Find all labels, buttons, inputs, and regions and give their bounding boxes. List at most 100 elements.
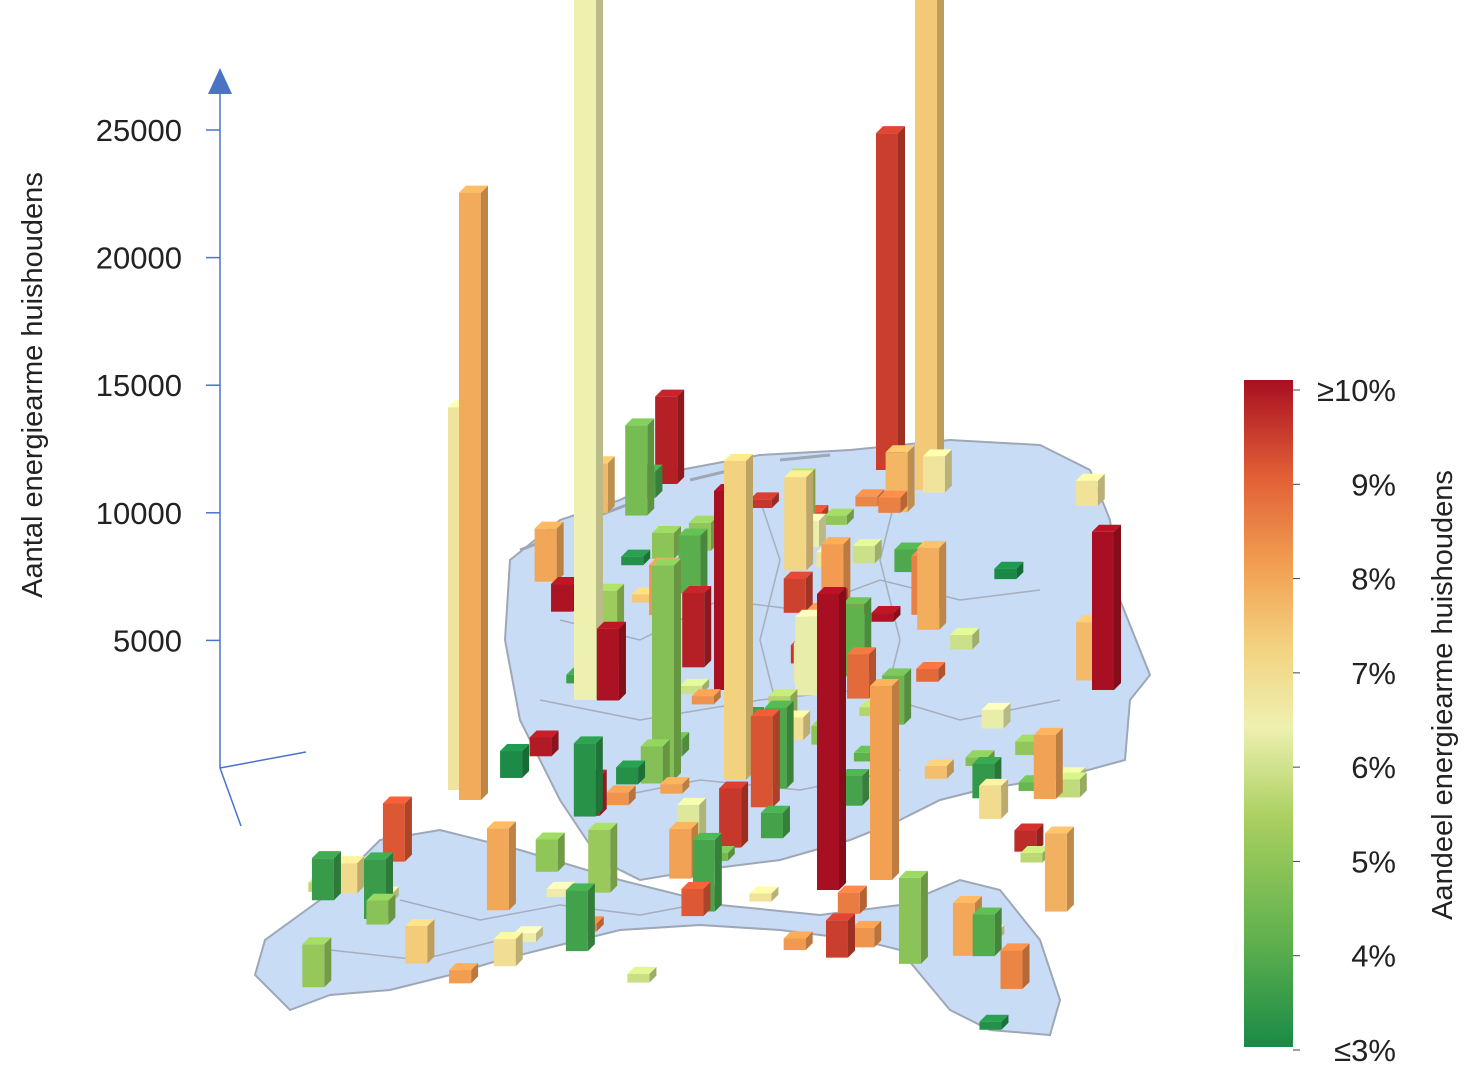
tall-bar <box>1092 524 1121 690</box>
tall-bar <box>876 126 905 471</box>
small-bar-side <box>1055 727 1063 800</box>
small-bar <box>825 913 855 958</box>
small-bar-top <box>493 932 523 940</box>
small-bar-top <box>1057 772 1087 780</box>
small-bar-front <box>922 456 945 493</box>
small-bar <box>573 736 603 817</box>
colorbar-ticks: ≥10% 9% 8% 7% 6% 5% 4% ≤3% <box>1293 373 1396 1067</box>
small-bar-side <box>938 661 946 682</box>
small-bar-side <box>1001 1014 1009 1030</box>
small-bar-side <box>944 449 952 493</box>
map-south <box>253 828 1062 1037</box>
small-bar-side <box>771 492 779 509</box>
small-bar-top <box>821 537 851 545</box>
tall-bar-side <box>674 558 681 780</box>
small-bar-top <box>606 785 636 793</box>
small-bar-front <box>551 584 574 612</box>
small-bar-top <box>640 739 670 747</box>
small-bar-top <box>1044 826 1074 834</box>
small-bar-front <box>824 515 847 525</box>
small-bar-front <box>606 792 629 806</box>
small-bar <box>878 490 908 513</box>
small-bar-front <box>979 1021 1002 1030</box>
tall-bar <box>915 0 944 491</box>
small-bar-top <box>994 561 1024 569</box>
bars-layer <box>302 0 1121 1030</box>
small-bar-front <box>678 535 701 594</box>
small-bar <box>621 549 651 566</box>
small-bar <box>596 621 626 701</box>
small-bar <box>627 966 657 983</box>
colorbar-title: Aandeel energiearme huishoudens <box>1427 470 1459 920</box>
small-bar-top <box>950 628 980 636</box>
small-bar-top <box>680 678 710 686</box>
small-bar-side <box>782 805 790 839</box>
small-bar-top <box>529 730 559 738</box>
small-bar <box>681 882 711 917</box>
small-bar-front <box>682 593 705 668</box>
small-bar-side <box>682 732 690 757</box>
small-bar-front <box>972 914 995 957</box>
small-bar-front <box>783 578 806 613</box>
z-axis-line <box>219 767 242 827</box>
small-bar <box>749 492 779 509</box>
small-bar-top <box>1033 727 1063 735</box>
tall-bar <box>870 679 899 880</box>
tall-bar-side <box>481 185 488 800</box>
small-bar-top <box>366 893 396 901</box>
small-bar <box>979 778 1009 819</box>
small-bar-top <box>596 621 626 629</box>
colorbar-tick-label: ≥10% <box>1317 373 1396 408</box>
small-bar <box>898 870 928 964</box>
small-bar-front <box>486 828 509 911</box>
small-bar-front <box>924 765 947 779</box>
small-bar-side <box>551 730 559 757</box>
small-bar <box>660 777 690 794</box>
small-bar-top <box>311 851 341 859</box>
small-bar-side <box>1001 778 1009 819</box>
small-bar <box>535 832 565 872</box>
tall-bar <box>574 0 603 701</box>
small-bar-side <box>618 621 626 701</box>
small-bar-side <box>649 966 657 983</box>
small-bar <box>625 418 655 516</box>
small-bar-front <box>795 616 818 696</box>
small-bar-front <box>825 920 848 958</box>
small-bar-side <box>805 931 813 951</box>
tall-bar-front <box>724 461 746 780</box>
small-bar-side <box>859 885 867 914</box>
small-bar-top <box>972 907 1002 915</box>
small-bar-side <box>1016 561 1024 580</box>
small-bar-top <box>916 661 946 669</box>
small-bar <box>691 689 721 705</box>
small-bar-front <box>449 970 472 984</box>
colorbar-gradient <box>1244 380 1293 1047</box>
small-bar-side <box>805 571 813 613</box>
tall-bar-top <box>1092 524 1121 532</box>
small-bar-top <box>625 418 655 426</box>
small-bar <box>837 885 867 914</box>
small-bar-side <box>522 744 530 778</box>
small-bar <box>824 508 854 525</box>
small-bar-side <box>404 796 412 862</box>
axis-3d <box>208 68 307 827</box>
small-bar-top <box>627 966 657 974</box>
small-bar-top <box>486 821 516 829</box>
small-bar-side <box>677 389 685 485</box>
small-bar-side <box>357 856 365 894</box>
small-bar-top <box>500 744 530 752</box>
small-bar-side <box>682 777 690 794</box>
small-bar-side <box>946 758 954 779</box>
small-bar-top <box>924 758 954 766</box>
small-bar-front <box>916 668 939 682</box>
small-bar-top <box>795 609 825 617</box>
small-bar-top <box>749 886 779 894</box>
small-bar <box>652 525 682 559</box>
small-bar-side <box>920 870 928 964</box>
small-bar-front <box>655 396 678 485</box>
small-bar-top <box>852 920 882 928</box>
small-bar-top <box>535 832 565 840</box>
y-ticks: 5000 10000 15000 20000 25000 <box>96 113 220 658</box>
